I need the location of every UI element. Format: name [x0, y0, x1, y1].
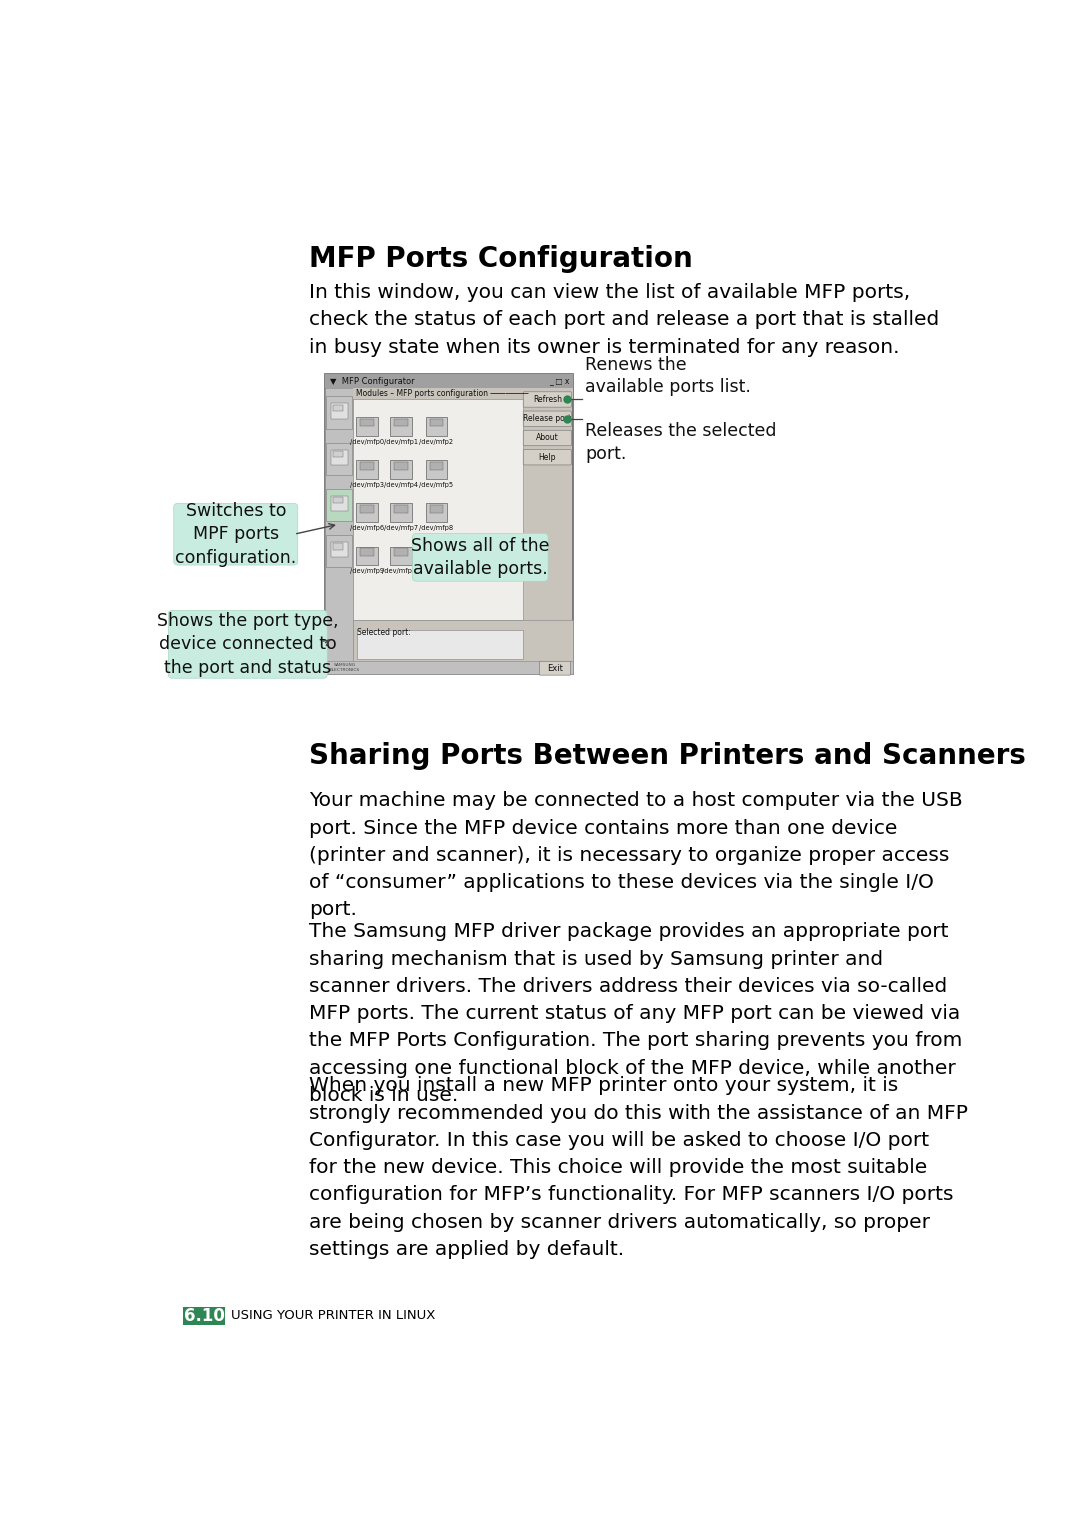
- FancyBboxPatch shape: [394, 462, 408, 470]
- FancyBboxPatch shape: [390, 417, 411, 436]
- Text: The Samsung MFP driver package provides an appropriate port
sharing mechanism th: The Samsung MFP driver package provides …: [309, 922, 962, 1105]
- FancyBboxPatch shape: [524, 392, 571, 407]
- Text: Refresh: Refresh: [532, 395, 562, 404]
- FancyBboxPatch shape: [353, 621, 572, 670]
- FancyBboxPatch shape: [353, 388, 572, 398]
- Text: /dev/mfp6: /dev/mfp6: [350, 525, 383, 531]
- FancyBboxPatch shape: [325, 661, 572, 674]
- Text: Switches to
MPF ports
configuration.: Switches to MPF ports configuration.: [175, 502, 296, 566]
- Text: /dev/mfp5: /dev/mfp5: [419, 482, 454, 488]
- Text: /dev/mfp4: /dev/mfp4: [383, 482, 418, 488]
- FancyBboxPatch shape: [332, 496, 348, 511]
- FancyBboxPatch shape: [524, 430, 571, 446]
- FancyBboxPatch shape: [326, 397, 352, 429]
- Text: MFP Ports Configuration: MFP Ports Configuration: [309, 244, 693, 273]
- Text: /dev/mfp9: /dev/mfp9: [350, 568, 383, 574]
- Text: Modules – MFP ports configuration ―――――: Modules – MFP ports configuration ―――――: [356, 389, 528, 398]
- Text: Sharing Ports Between Printers and Scanners: Sharing Ports Between Printers and Scann…: [309, 742, 1026, 771]
- FancyBboxPatch shape: [360, 418, 374, 426]
- Text: Selected port:: Selected port:: [357, 629, 411, 638]
- Text: _ □ x: _ □ x: [550, 377, 570, 386]
- FancyBboxPatch shape: [426, 461, 447, 479]
- Text: Your machine may be connected to a host computer via the USB
port. Since the MFP: Your machine may be connected to a host …: [309, 792, 963, 920]
- Text: Shows all of the
available ports.: Shows all of the available ports.: [411, 537, 550, 578]
- FancyBboxPatch shape: [360, 548, 374, 555]
- Text: Help: Help: [539, 453, 556, 462]
- FancyBboxPatch shape: [353, 398, 523, 621]
- FancyBboxPatch shape: [326, 536, 352, 568]
- FancyBboxPatch shape: [394, 548, 408, 555]
- FancyBboxPatch shape: [356, 461, 378, 479]
- Text: Shows the port type,
device connected to
the port and status: Shows the port type, device connected to…: [157, 612, 338, 678]
- Text: /dev/mfp10: /dev/mfp10: [381, 568, 420, 574]
- Text: /dev/mfp2: /dev/mfp2: [419, 439, 454, 444]
- FancyBboxPatch shape: [413, 534, 548, 581]
- Text: About: About: [536, 433, 558, 443]
- FancyBboxPatch shape: [524, 450, 571, 465]
- FancyBboxPatch shape: [332, 542, 348, 557]
- FancyBboxPatch shape: [332, 450, 348, 465]
- FancyBboxPatch shape: [426, 504, 447, 522]
- FancyBboxPatch shape: [333, 452, 343, 458]
- FancyBboxPatch shape: [333, 497, 343, 504]
- FancyBboxPatch shape: [430, 505, 444, 513]
- Text: /dev/mfp1: /dev/mfp1: [383, 439, 418, 444]
- Text: ▼  MFP Configurator: ▼ MFP Configurator: [330, 377, 415, 386]
- Text: Exit: Exit: [548, 664, 563, 673]
- FancyBboxPatch shape: [394, 418, 408, 426]
- FancyBboxPatch shape: [540, 661, 570, 674]
- FancyBboxPatch shape: [390, 546, 411, 565]
- FancyBboxPatch shape: [360, 505, 374, 513]
- FancyBboxPatch shape: [325, 388, 353, 674]
- FancyBboxPatch shape: [390, 461, 411, 479]
- FancyBboxPatch shape: [326, 488, 352, 522]
- FancyBboxPatch shape: [174, 504, 298, 565]
- FancyBboxPatch shape: [356, 504, 378, 522]
- Text: Releases the selected
port.: Releases the selected port.: [585, 421, 777, 462]
- FancyBboxPatch shape: [426, 417, 447, 436]
- FancyBboxPatch shape: [356, 546, 378, 565]
- FancyBboxPatch shape: [325, 374, 572, 388]
- FancyBboxPatch shape: [394, 505, 408, 513]
- Text: /dev/mfp0: /dev/mfp0: [350, 439, 383, 444]
- FancyBboxPatch shape: [183, 1306, 225, 1325]
- FancyBboxPatch shape: [332, 403, 348, 418]
- Text: 6.10: 6.10: [184, 1306, 225, 1325]
- FancyBboxPatch shape: [390, 504, 411, 522]
- Text: Release port: Release port: [523, 414, 571, 423]
- FancyBboxPatch shape: [326, 443, 352, 475]
- Text: In this window, you can view the list of available MFP ports,
check the status o: In this window, you can view the list of…: [309, 284, 940, 357]
- Text: When you install a new MFP printer onto your system, it is
strongly recommended : When you install a new MFP printer onto …: [309, 1076, 969, 1259]
- Text: USING YOUR PRINTER IN LINUX: USING YOUR PRINTER IN LINUX: [231, 1309, 435, 1323]
- Text: /dev/mfp8: /dev/mfp8: [419, 525, 454, 531]
- FancyBboxPatch shape: [430, 418, 444, 426]
- FancyBboxPatch shape: [524, 410, 571, 426]
- FancyBboxPatch shape: [333, 543, 343, 549]
- Text: /dev/mfp3: /dev/mfp3: [350, 482, 383, 488]
- FancyBboxPatch shape: [168, 610, 327, 678]
- FancyBboxPatch shape: [356, 417, 378, 436]
- Text: SAMSUNG
ELECTRONICS: SAMSUNG ELECTRONICS: [330, 664, 360, 671]
- Text: Renews the
available ports list.: Renews the available ports list.: [585, 356, 752, 397]
- Text: /dev/mfp7: /dev/mfp7: [383, 525, 418, 531]
- FancyBboxPatch shape: [333, 404, 343, 410]
- FancyBboxPatch shape: [357, 630, 524, 659]
- FancyBboxPatch shape: [325, 374, 572, 674]
- FancyBboxPatch shape: [360, 462, 374, 470]
- FancyBboxPatch shape: [430, 462, 444, 470]
